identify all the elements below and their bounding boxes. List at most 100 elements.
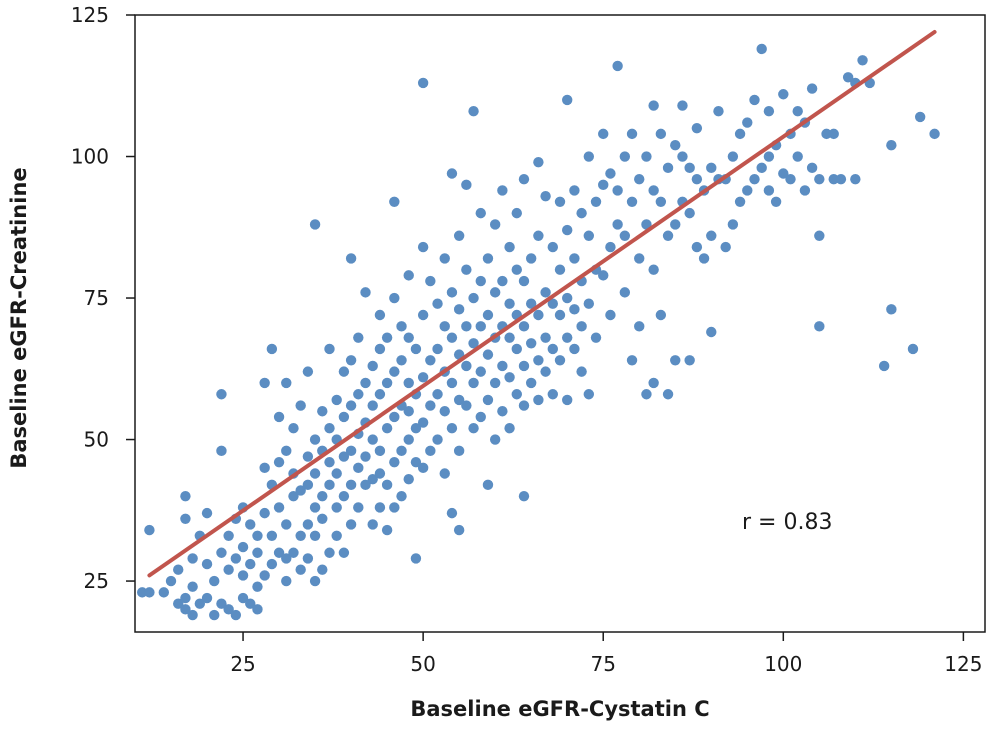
data-point bbox=[626, 128, 638, 140]
data-point bbox=[468, 377, 479, 389]
data-point bbox=[396, 445, 407, 457]
data-point bbox=[525, 338, 537, 349]
data-point bbox=[662, 162, 674, 174]
data-point bbox=[180, 490, 191, 502]
data-point bbox=[878, 360, 890, 372]
data-point bbox=[461, 360, 472, 372]
data-point bbox=[734, 128, 746, 140]
data-point bbox=[389, 502, 400, 513]
data-point bbox=[569, 343, 580, 355]
data-point bbox=[770, 196, 782, 207]
data-point bbox=[742, 185, 753, 196]
data-point bbox=[598, 179, 609, 191]
data-point bbox=[201, 558, 213, 570]
regression-line bbox=[147, 29, 937, 578]
data-point bbox=[583, 389, 595, 400]
data-point bbox=[684, 355, 695, 366]
data-point bbox=[410, 343, 422, 355]
data-point bbox=[828, 173, 839, 185]
data-point bbox=[194, 598, 206, 609]
data-point bbox=[389, 196, 400, 207]
data-point bbox=[576, 366, 587, 377]
data-point bbox=[453, 524, 465, 536]
data-point bbox=[698, 253, 710, 264]
data-point bbox=[907, 343, 919, 355]
data-point bbox=[554, 309, 566, 321]
data-point bbox=[489, 219, 501, 230]
data-point bbox=[655, 196, 667, 207]
data-point bbox=[396, 490, 407, 502]
data-point bbox=[403, 377, 414, 389]
data-point bbox=[360, 451, 371, 462]
data-point bbox=[281, 553, 292, 564]
data-point bbox=[381, 423, 393, 434]
data-point bbox=[634, 173, 645, 185]
data-point bbox=[367, 360, 378, 372]
data-point bbox=[475, 366, 486, 377]
data-point bbox=[547, 241, 558, 253]
data-point bbox=[317, 564, 328, 575]
data-point bbox=[482, 253, 494, 264]
data-point bbox=[713, 106, 724, 117]
data-point bbox=[525, 298, 537, 309]
data-point bbox=[554, 264, 566, 275]
data-point bbox=[273, 502, 285, 513]
data-point bbox=[302, 366, 314, 377]
data-point bbox=[266, 558, 278, 570]
data-point bbox=[562, 332, 573, 343]
data-point bbox=[302, 479, 314, 491]
plot-frame bbox=[134, 14, 986, 633]
data-point bbox=[468, 423, 479, 434]
data-point bbox=[489, 434, 501, 445]
data-point bbox=[929, 128, 940, 140]
data-point bbox=[237, 592, 249, 604]
data-point bbox=[439, 253, 450, 264]
data-point bbox=[381, 332, 393, 343]
y-tick-label: 75 bbox=[84, 286, 109, 310]
data-point bbox=[223, 564, 234, 575]
data-point bbox=[439, 406, 450, 417]
data-point bbox=[504, 298, 515, 309]
data-point bbox=[331, 468, 342, 479]
data-point bbox=[252, 547, 263, 558]
data-point bbox=[612, 185, 623, 196]
data-point bbox=[317, 406, 328, 417]
data-point bbox=[309, 502, 321, 513]
data-point bbox=[489, 287, 501, 298]
data-point bbox=[547, 298, 558, 309]
data-point bbox=[569, 253, 580, 264]
data-point bbox=[828, 128, 839, 140]
data-point bbox=[345, 445, 357, 457]
data-point bbox=[403, 406, 414, 417]
data-point bbox=[734, 196, 746, 207]
trend-line-group bbox=[147, 29, 937, 578]
data-point bbox=[425, 275, 436, 287]
data-point bbox=[216, 389, 227, 400]
data-point bbox=[374, 309, 386, 321]
data-point bbox=[821, 128, 832, 140]
data-point bbox=[237, 570, 249, 581]
data-point bbox=[353, 462, 364, 474]
data-point bbox=[612, 60, 623, 72]
data-point bbox=[295, 400, 306, 411]
data-point bbox=[648, 377, 659, 389]
data-point bbox=[518, 173, 530, 185]
data-point bbox=[511, 343, 522, 355]
data-point bbox=[562, 224, 573, 236]
data-point bbox=[345, 479, 357, 491]
data-point bbox=[374, 502, 386, 513]
data-point bbox=[209, 609, 220, 621]
data-point bbox=[281, 445, 292, 457]
data-point bbox=[504, 423, 515, 434]
data-point bbox=[360, 287, 371, 298]
data-point bbox=[727, 151, 739, 162]
data-point bbox=[446, 287, 458, 298]
data-point bbox=[605, 309, 616, 321]
data-point bbox=[295, 530, 306, 541]
data-point bbox=[518, 400, 530, 411]
data-point bbox=[345, 400, 357, 411]
data-point bbox=[641, 389, 652, 400]
data-point bbox=[569, 185, 580, 196]
data-point bbox=[475, 321, 486, 332]
data-point bbox=[317, 513, 328, 524]
